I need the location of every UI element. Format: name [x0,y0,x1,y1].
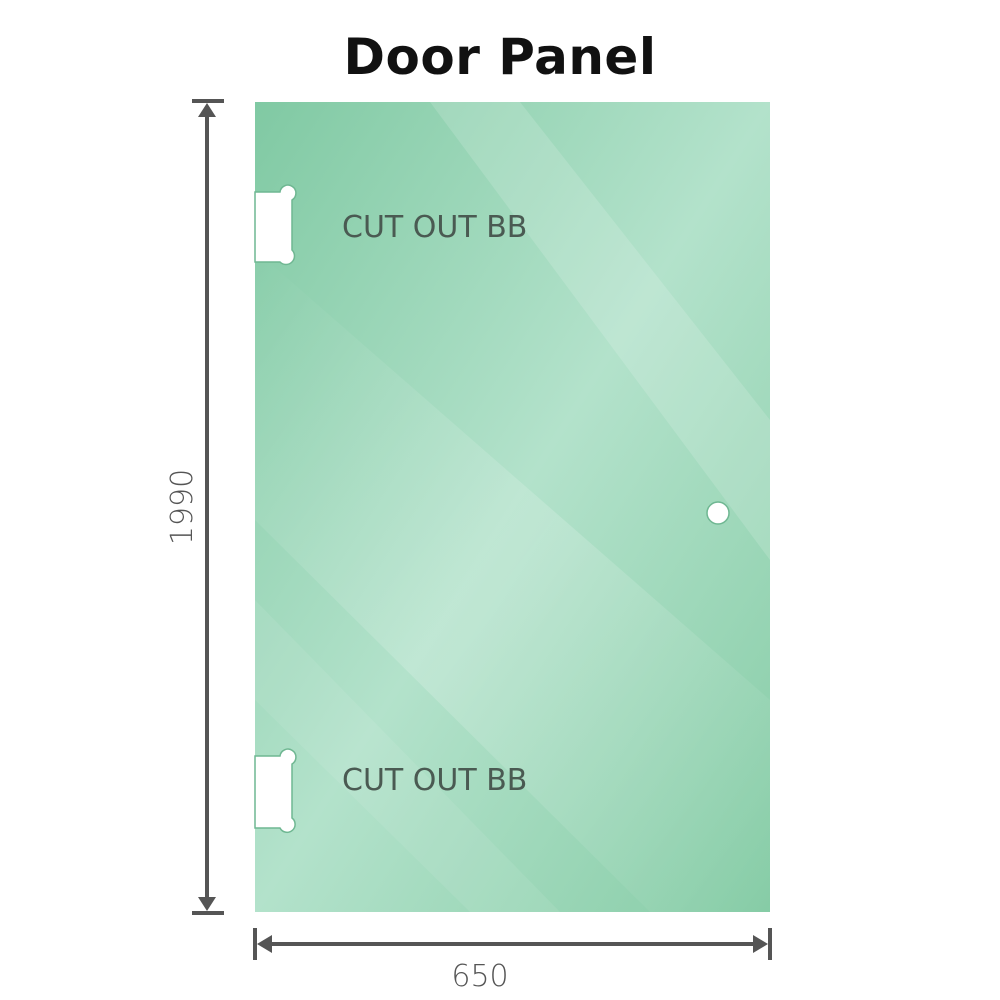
width-label: 650 [451,959,508,994]
cutout-top-label: CUT OUT BB [342,210,527,245]
diagram-title: Door Panel [343,28,657,86]
cutout-bottom [254,748,297,834]
width-dimension-line [253,928,772,960]
handle-hole [706,501,730,525]
height-label: 1990 [165,469,200,545]
glass-panel [255,102,770,912]
cutout-bottom-label: CUT OUT BB [342,763,527,798]
cutout-top [254,184,297,266]
height-dimension-line [192,99,224,915]
